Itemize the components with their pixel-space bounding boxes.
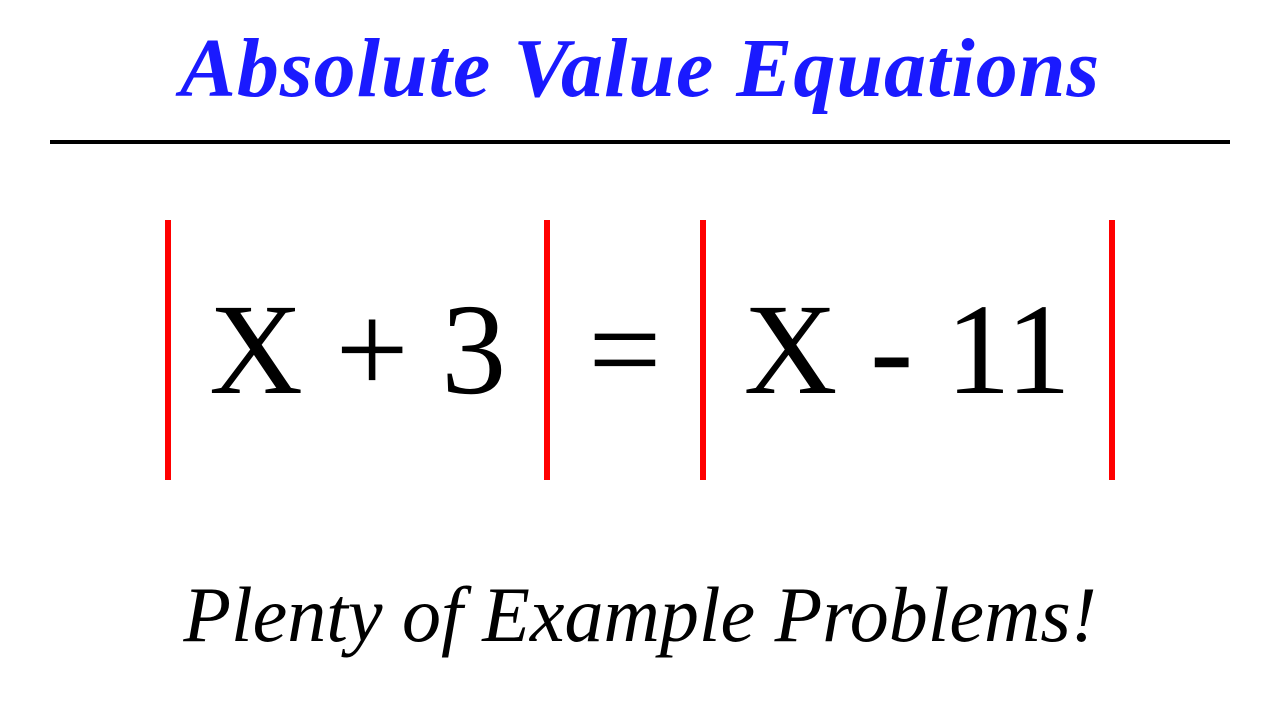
subtitle-text: Plenty of Example Problems! bbox=[0, 570, 1280, 660]
abs-bar-icon bbox=[165, 220, 171, 480]
abs-bar-icon bbox=[1109, 220, 1115, 480]
equation-right-expression: X - 11 bbox=[734, 275, 1081, 425]
equation-row: X + 3 = X - 11 bbox=[0, 205, 1280, 495]
title-underline bbox=[50, 140, 1230, 144]
abs-bar-icon bbox=[700, 220, 706, 480]
equation-left-expression: X + 3 bbox=[199, 275, 516, 425]
equals-sign: = bbox=[578, 275, 671, 425]
abs-bar-icon bbox=[544, 220, 550, 480]
page-title: Absolute Value Equations bbox=[0, 20, 1280, 117]
